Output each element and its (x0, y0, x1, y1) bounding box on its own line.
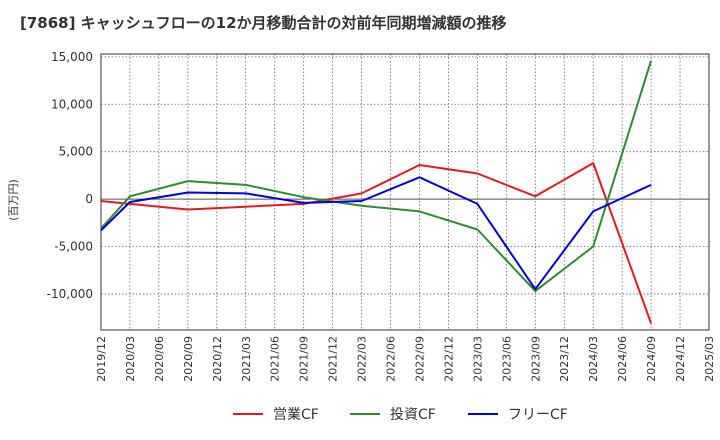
y-tick-label: 0 (85, 192, 93, 206)
y-tick-label: 5,000 (59, 145, 93, 159)
y-tick-labels: 15,000 10,000 5,000 0 -5,000 -10,000 (47, 50, 93, 301)
y-axis-label: (百万円) (7, 179, 20, 221)
x-tick-label: 2023/06 (500, 336, 513, 382)
plot-frame (100, 53, 710, 331)
y-tick-label: 10,000 (51, 97, 93, 111)
x-tick-label: 2025/03 (703, 336, 716, 382)
legend-label: 投資CF (390, 407, 436, 423)
series-line-フリーCF (100, 176, 652, 291)
x-tick-label: 2023/03 (471, 336, 484, 382)
x-tick-label: 2024/03 (587, 336, 600, 382)
chart-title: [7868] キャッシュフローの12か月移動合計の対前年同期増減額の推移 (20, 14, 507, 32)
x-tick-labels: 2019/12 2020/03 2020/06 2020/09 2020/12 2021/… (95, 336, 716, 382)
x-tick-label: 2022/06 (385, 336, 398, 382)
x-tick-label: 2019/12 (95, 336, 108, 382)
x-tick-label: 2021/06 (269, 336, 282, 382)
x-tick-label: 2022/12 (442, 336, 455, 382)
x-tick-label: 2021/09 (298, 336, 311, 382)
x-tick-label: 2022/03 (356, 336, 369, 382)
y-tick-label: 15,000 (51, 50, 93, 64)
x-tick-label: 2020/12 (211, 336, 224, 382)
x-tick-label: 2024/06 (616, 336, 629, 382)
series-line-営業CF (100, 162, 653, 324)
x-tick-label: 2020/09 (182, 336, 195, 382)
series-layer (100, 60, 653, 324)
x-tick-label: 2024/12 (674, 336, 687, 382)
x-tick-label: 2024/09 (645, 336, 658, 382)
series-line-投資CF (100, 60, 653, 293)
legend-label: 営業CF (273, 407, 319, 423)
legend-label: フリーCF (508, 407, 568, 423)
x-tick-label: 2021/03 (240, 336, 253, 382)
y-tick-label: -5,000 (54, 240, 93, 254)
x-tick-label: 2021/12 (327, 336, 340, 382)
x-tick-label: 2023/09 (529, 336, 542, 382)
x-tick-label: 2020/03 (124, 336, 137, 382)
legend: 営業CF 投資CF フリーCF (233, 407, 568, 423)
x-tick-label: 2023/12 (558, 336, 571, 382)
y-tick-label: -10,000 (47, 287, 93, 301)
x-tick-label: 2022/09 (413, 336, 426, 382)
x-tick-label: 2020/06 (153, 336, 166, 382)
